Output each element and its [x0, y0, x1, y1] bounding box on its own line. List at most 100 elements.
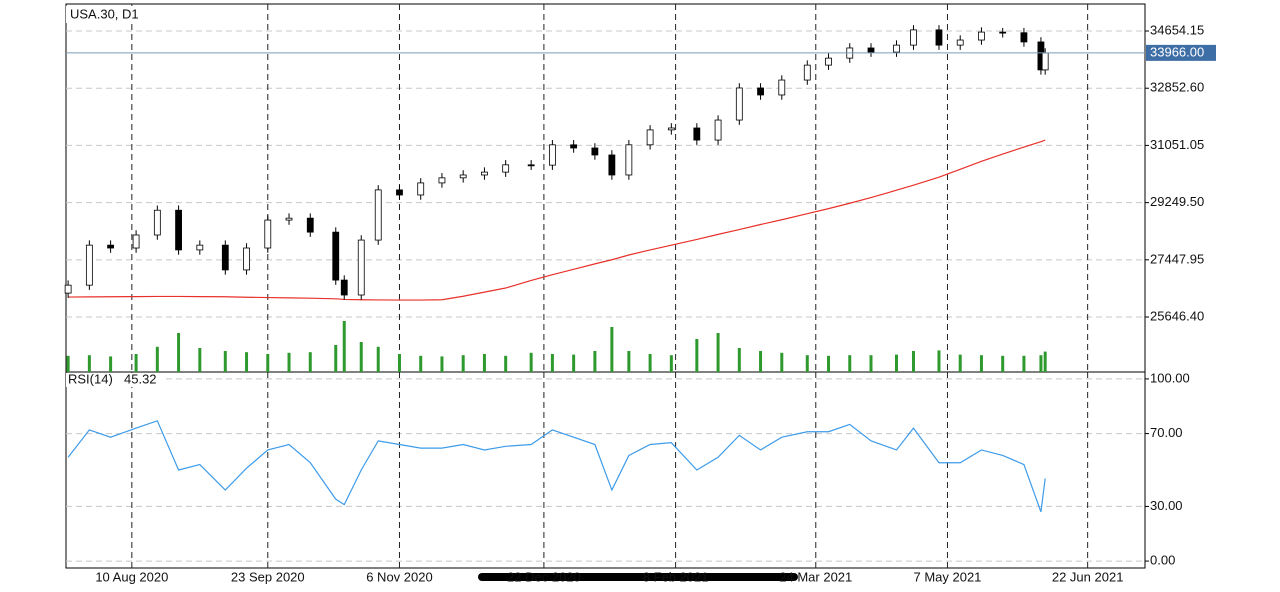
candle-body [85, 244, 93, 286]
volume-bar [550, 354, 554, 372]
volume-bar [266, 354, 270, 372]
y-tick-label: 27447.95 [1150, 251, 1204, 266]
candle-body [153, 209, 161, 236]
volume-bar [245, 352, 249, 372]
candle-body [196, 244, 204, 251]
volume-bar [223, 351, 227, 372]
current-price-label: 33966.00 [1150, 44, 1204, 59]
volume-bar [155, 346, 159, 372]
candle-body [243, 247, 250, 271]
candle-body [735, 87, 743, 121]
volume-bar [869, 355, 873, 372]
volume-bar [87, 355, 91, 372]
volume-bar [648, 354, 652, 372]
volume-bar [66, 355, 70, 372]
volume-bar [1039, 355, 1043, 372]
volume-bar [669, 355, 673, 372]
volume-bar [376, 346, 380, 372]
volume-bar [937, 350, 941, 372]
volume-bar [440, 356, 444, 372]
x-tick-label: 6 Nov 2020 [366, 569, 433, 584]
volume-bar [397, 354, 401, 372]
candle-body [999, 31, 1007, 34]
volume-bar [198, 348, 202, 372]
candle-body [1041, 52, 1049, 71]
volume-bar [780, 352, 784, 372]
candle-body [693, 127, 701, 141]
candle-body [935, 29, 943, 46]
volume-bar [461, 355, 465, 372]
candle-body [132, 234, 140, 249]
candle-body [340, 279, 348, 296]
rsi-value: 45.32 [124, 371, 157, 386]
rsi-title-bg [66, 373, 166, 387]
volume-bar [359, 342, 363, 372]
volume-bar [334, 345, 338, 372]
candle-body [910, 29, 917, 46]
volume-bar [716, 333, 720, 372]
y-tick-label: 100.00 [1150, 370, 1190, 385]
y-tick-label: 25646.40 [1150, 308, 1204, 323]
candle-body [264, 219, 272, 249]
volume-bar [504, 355, 508, 372]
candle-body [778, 79, 786, 96]
candle-body [1020, 32, 1028, 43]
volume-bar [177, 333, 181, 372]
y-tick-label: 30.00 [1150, 498, 1183, 513]
candle-body [107, 244, 115, 249]
rsi-title: RSI(14) [68, 371, 113, 386]
volume-bar [911, 351, 915, 372]
x-tick-label: 7 May 2021 [913, 569, 981, 584]
candle-body [667, 127, 675, 131]
volume-bar [759, 351, 763, 372]
x-tick-label: 8 Feb 2021 [643, 569, 709, 584]
rsi-frame [65, 371, 1146, 569]
y-tick-label: 29249.50 [1150, 194, 1204, 209]
candle-body [867, 47, 875, 53]
volume-bar [134, 354, 138, 372]
x-tick-label: 24 Mar 2021 [779, 569, 852, 584]
y-tick-label: 34654.15 [1150, 22, 1204, 37]
candle-body [978, 31, 985, 41]
y-tick-label: 70.00 [1150, 425, 1183, 440]
candle-body [64, 284, 72, 294]
candle-body [591, 147, 599, 156]
candle-body [502, 164, 510, 173]
plot-layer [64, 4, 1149, 568]
current-price-box [1146, 44, 1216, 61]
candle-body [714, 119, 722, 141]
candle-body [481, 171, 488, 176]
scroll-indicator [478, 573, 798, 581]
volume-bar [419, 355, 423, 372]
title-bg [66, 6, 152, 23]
candle-body [175, 209, 182, 251]
candle-body [396, 189, 403, 196]
candle-body [608, 154, 616, 176]
candle-body [459, 174, 467, 179]
x-tick-label: 23 Sep 2020 [231, 569, 305, 584]
volume-bar [1001, 355, 1005, 372]
volume-bar [848, 355, 852, 372]
candle-body [357, 239, 365, 296]
candle-body [374, 189, 382, 241]
volume-bar [287, 352, 291, 372]
candle-body [757, 87, 764, 96]
candle-body [285, 217, 293, 221]
candle-body [548, 144, 556, 166]
candle-body [332, 231, 340, 281]
candle-body [803, 64, 811, 81]
volume-bar [894, 354, 898, 372]
volume-bar [1022, 355, 1026, 372]
x-tick-label: 22 Dec 2020 [507, 569, 581, 584]
volume-bar [482, 354, 486, 372]
candle-body [625, 144, 633, 176]
volume-bar [529, 352, 533, 372]
candle-body [221, 244, 229, 271]
volume-bar [610, 327, 614, 372]
volume-bar [308, 352, 312, 372]
volume-bar [593, 351, 597, 372]
volume-bar [958, 354, 962, 372]
volume-bar [737, 348, 741, 372]
candle-body [570, 144, 578, 149]
candle-body [417, 182, 425, 196]
